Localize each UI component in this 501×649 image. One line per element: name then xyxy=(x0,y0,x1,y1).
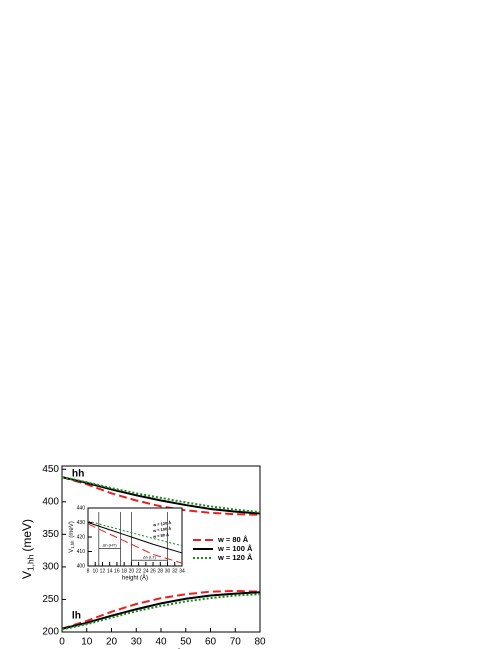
x-axis-label: height (Å) xyxy=(135,647,187,649)
y-tick-label: 400 xyxy=(77,563,86,569)
y-label-sub: 1,hh xyxy=(70,540,75,549)
y-tick-label: 410 xyxy=(77,549,86,555)
x-tick-label: 30 xyxy=(131,637,143,648)
y-label-main: V xyxy=(20,571,34,579)
series-line xyxy=(87,523,183,564)
x-tick-label: 50 xyxy=(180,637,192,648)
y-label-unit: (meV) xyxy=(20,519,34,552)
x-tick-label: 0 xyxy=(59,637,65,648)
x-tick-label: 22 xyxy=(136,568,142,574)
series-line xyxy=(87,520,183,547)
x-tick-label: 8 xyxy=(87,568,90,574)
y-axis-label: V1,hh (meV) xyxy=(69,521,75,553)
series-line xyxy=(61,476,261,514)
y-tick-label: 250 xyxy=(42,594,59,605)
y-tick-label: 420 xyxy=(77,534,86,540)
annotation: lh xyxy=(72,610,81,621)
x-tick-label: 20 xyxy=(129,568,135,574)
y-label-unit: (meV) xyxy=(69,521,75,537)
x-tick-label: 14 xyxy=(107,568,113,574)
x-tick-label: 30 xyxy=(165,568,171,574)
legend-label: w = 120 Å xyxy=(217,553,253,562)
y-label-sub: 1,hh xyxy=(26,554,36,571)
x-tick-label: 60 xyxy=(205,637,217,648)
x-tick-label: 12 xyxy=(100,568,106,574)
span-label: Δh (LT) xyxy=(143,554,157,559)
y-label-main: V xyxy=(69,549,75,553)
x-tick-label: 18 xyxy=(121,568,127,574)
annotation: w = 100 Å xyxy=(152,526,172,534)
y-tick-label: 400 xyxy=(42,496,59,507)
legend-label: w = 100 Å xyxy=(217,544,253,553)
span-label: Δh (HT) xyxy=(103,543,118,548)
series-line xyxy=(61,593,261,631)
x-tick-label: 24 xyxy=(143,568,149,574)
x-tick-label: 32 xyxy=(172,568,178,574)
annotation: hh xyxy=(72,468,84,479)
x-tick-label: 40 xyxy=(155,637,167,648)
x-tick-label: 26 xyxy=(150,568,156,574)
y-axis-label: V1,hh (meV) xyxy=(20,519,36,579)
x-tick-label: 16 xyxy=(114,568,120,574)
series-line xyxy=(87,522,183,554)
x-axis-label: height (Å) xyxy=(122,575,148,582)
x-tick-label: 28 xyxy=(158,568,164,574)
y-tick-label: 430 xyxy=(77,520,86,526)
series-line xyxy=(61,589,261,630)
annotation: w = 80 Å xyxy=(152,532,170,539)
series-line xyxy=(61,591,261,630)
plot-frame xyxy=(87,507,183,567)
y-tick-label: 350 xyxy=(42,529,59,540)
y-tick-label: 200 xyxy=(42,627,59,638)
annotation: w = 120 Å xyxy=(152,520,172,528)
x-tick-label: 10 xyxy=(92,568,98,574)
y-tick-label: 440 xyxy=(77,505,86,511)
x-tick-label: 80 xyxy=(254,637,266,648)
series-line xyxy=(61,476,261,516)
x-tick-label: 34 xyxy=(179,568,185,574)
y-tick-label: 450 xyxy=(42,464,59,475)
legend-label: w = 80 Å xyxy=(217,535,249,544)
x-tick-label: 10 xyxy=(81,637,93,648)
x-tick-label: 70 xyxy=(230,637,242,648)
x-tick-label: 20 xyxy=(106,637,118,648)
y-tick-label: 300 xyxy=(42,562,59,573)
